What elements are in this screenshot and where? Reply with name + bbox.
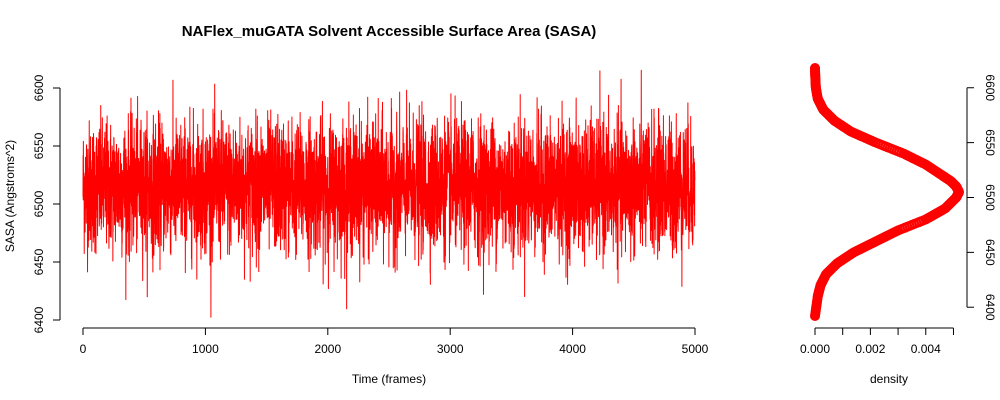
main-y-tick-label: 6500 bbox=[32, 190, 46, 217]
main-x-axis: 0 1000 2000 3000 4000 5000 bbox=[80, 327, 709, 356]
main-x-tick-label: 0 bbox=[80, 342, 87, 356]
main-y-axis: 6400 6450 6500 6550 6600 bbox=[32, 74, 61, 333]
sasa-timeseries-panel: 0 1000 2000 3000 4000 5000 6400 6450 6500 6550 66… bbox=[3, 69, 709, 386]
density-panel: 0.000 0.002 0.004 6400 6450 6500 6550 6600 den… bbox=[800, 63, 997, 386]
main-x-tick-label: 4000 bbox=[559, 342, 586, 356]
main-y-axis-label: SASA (Angstroms^2) bbox=[3, 140, 17, 252]
main-y-tick-label: 6600 bbox=[32, 74, 46, 101]
density-x-axis-label: density bbox=[870, 372, 908, 386]
density-y-tick-label: 6500 bbox=[983, 184, 997, 211]
main-x-axis-label: Time (frames) bbox=[352, 372, 426, 386]
density-y-tick-label: 6450 bbox=[983, 239, 997, 266]
main-x-tick-label: 2000 bbox=[314, 342, 341, 356]
density-x-axis: 0.000 0.002 0.004 bbox=[800, 327, 954, 356]
density-point bbox=[810, 63, 820, 73]
main-x-tick-label: 1000 bbox=[192, 342, 219, 356]
density-y-tick-label: 6550 bbox=[983, 129, 997, 156]
chart-title: NAFlex_muGATA Solvent Accessible Surface… bbox=[182, 23, 597, 40]
density-y-axis: 6400 6450 6500 6550 6600 bbox=[966, 74, 997, 321]
sasa-line bbox=[82, 69, 696, 318]
density-x-tick-label: 0.002 bbox=[855, 342, 885, 356]
main-y-tick-label: 6550 bbox=[32, 132, 46, 159]
density-curve bbox=[810, 63, 964, 321]
main-x-tick-label: 5000 bbox=[682, 342, 709, 356]
sasa-series bbox=[82, 69, 696, 318]
main-x-tick-label: 3000 bbox=[437, 342, 464, 356]
density-x-tick-label: 0.004 bbox=[911, 342, 941, 356]
main-y-tick-label: 6400 bbox=[32, 306, 46, 333]
density-y-tick-label: 6400 bbox=[983, 294, 997, 321]
density-y-tick-label: 6600 bbox=[983, 74, 997, 101]
density-x-tick-label: 0.000 bbox=[800, 342, 830, 356]
main-y-tick-label: 6450 bbox=[32, 248, 46, 275]
